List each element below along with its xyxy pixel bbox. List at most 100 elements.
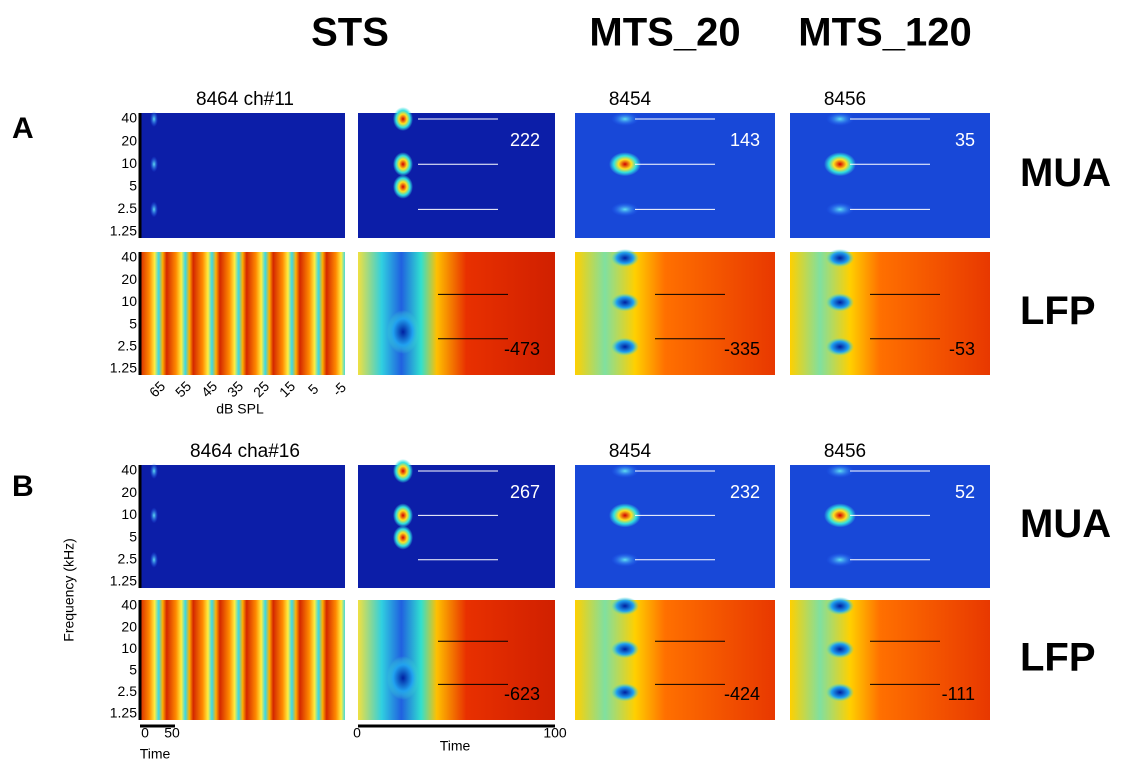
blob bbox=[826, 293, 854, 312]
heatmap bbox=[575, 252, 775, 375]
panel-title: 8454 bbox=[609, 89, 652, 110]
blob bbox=[387, 656, 419, 700]
blob bbox=[150, 507, 158, 524]
heatmap bbox=[790, 252, 990, 375]
frequency-tick: 1.25 bbox=[110, 223, 137, 239]
frequency-tick: 5 bbox=[129, 178, 137, 194]
blob bbox=[150, 551, 158, 568]
heatmap bbox=[790, 113, 990, 238]
heatmap bbox=[575, 600, 775, 720]
peak-value: 52 bbox=[955, 482, 975, 502]
blob bbox=[826, 597, 854, 615]
blob bbox=[826, 464, 854, 478]
peak-value: 267 bbox=[510, 482, 540, 502]
blob bbox=[393, 525, 413, 550]
frequency-tick: 20 bbox=[121, 271, 137, 287]
heatmap bbox=[140, 600, 345, 720]
blob bbox=[824, 152, 856, 177]
column-header: STS bbox=[311, 11, 389, 55]
blob bbox=[611, 112, 639, 126]
level-tick: -5 bbox=[329, 379, 349, 399]
frequency-tick: 1.25 bbox=[110, 360, 137, 376]
frequency-tick: 2.5 bbox=[118, 200, 138, 216]
peak-value: -473 bbox=[504, 339, 540, 359]
level-tick: 25 bbox=[250, 378, 272, 400]
frequency-tick: 20 bbox=[121, 618, 137, 634]
section-label: B bbox=[12, 470, 34, 503]
frequency-tick: 40 bbox=[121, 110, 137, 126]
blob bbox=[611, 597, 639, 615]
blob bbox=[393, 174, 413, 199]
peak-value: 143 bbox=[730, 130, 760, 150]
blob bbox=[393, 107, 413, 131]
peak-value: 35 bbox=[955, 130, 975, 150]
heatmap bbox=[140, 465, 345, 588]
heatmap bbox=[140, 113, 345, 238]
time-tick: 50 bbox=[164, 725, 180, 741]
blob bbox=[826, 337, 854, 356]
frequency-tick: 10 bbox=[121, 506, 137, 522]
blob bbox=[387, 309, 419, 354]
time-label: Time bbox=[440, 738, 471, 754]
frequency-tick: 2.5 bbox=[118, 338, 138, 354]
level-tick: 45 bbox=[198, 378, 220, 400]
peak-value: -335 bbox=[724, 339, 760, 359]
peak-value: -623 bbox=[504, 684, 540, 704]
blob bbox=[150, 201, 158, 218]
frequency-tick: 5 bbox=[129, 315, 137, 331]
blob bbox=[826, 552, 854, 567]
level-axis-label: dB SPL bbox=[216, 401, 264, 417]
level-tick: 15 bbox=[276, 378, 298, 400]
column-header: MTS_20 bbox=[589, 11, 740, 55]
blob bbox=[824, 503, 856, 528]
blob bbox=[150, 156, 158, 173]
frequency-tick: 5 bbox=[129, 662, 137, 678]
blob bbox=[611, 640, 639, 659]
time-label: Time bbox=[140, 746, 171, 762]
signal-label: LFP bbox=[1020, 289, 1096, 333]
blob bbox=[611, 202, 639, 217]
time-tick: 100 bbox=[543, 725, 567, 741]
heatmap bbox=[358, 252, 555, 375]
frequency-tick: 1.25 bbox=[110, 705, 137, 721]
blob bbox=[609, 503, 641, 528]
frequency-tick: 10 bbox=[121, 640, 137, 656]
time-tick: 0 bbox=[141, 725, 149, 741]
frequency-tick: 2.5 bbox=[118, 683, 138, 699]
level-tick: 5 bbox=[305, 381, 322, 398]
peak-value: 222 bbox=[510, 130, 540, 150]
frequency-tick: 10 bbox=[121, 293, 137, 309]
y-axis-label: Frequency (kHz) bbox=[61, 538, 77, 641]
blob bbox=[826, 202, 854, 217]
heatmap bbox=[358, 465, 555, 588]
panel-title: 8464 cha#16 bbox=[190, 441, 300, 462]
blob bbox=[611, 293, 639, 312]
blob bbox=[150, 463, 158, 479]
blob bbox=[611, 683, 639, 702]
panel-title: 8454 bbox=[609, 441, 652, 462]
blob bbox=[393, 459, 413, 483]
heatmap bbox=[790, 465, 990, 588]
peak-value: -53 bbox=[949, 339, 975, 359]
time-tick: 0 bbox=[353, 725, 361, 741]
blob bbox=[393, 503, 413, 528]
frequency-tick: 1.25 bbox=[110, 573, 137, 589]
frequency-tick: 20 bbox=[121, 132, 137, 148]
blob bbox=[826, 249, 854, 267]
level-tick: 35 bbox=[224, 378, 246, 400]
heatmap bbox=[358, 600, 555, 720]
heatmap bbox=[790, 600, 990, 720]
level-tick: 55 bbox=[172, 378, 194, 400]
blob bbox=[150, 111, 158, 127]
peak-value: -111 bbox=[942, 684, 975, 704]
panel-title: 8464 ch#11 bbox=[196, 89, 294, 110]
heatmap bbox=[140, 252, 345, 375]
heatmap bbox=[358, 113, 555, 238]
blob bbox=[826, 640, 854, 659]
blob bbox=[393, 152, 413, 177]
blob bbox=[611, 552, 639, 567]
peak-value: -424 bbox=[724, 684, 760, 704]
signal-label: MUA bbox=[1020, 151, 1111, 195]
frequency-tick: 40 bbox=[121, 462, 137, 478]
